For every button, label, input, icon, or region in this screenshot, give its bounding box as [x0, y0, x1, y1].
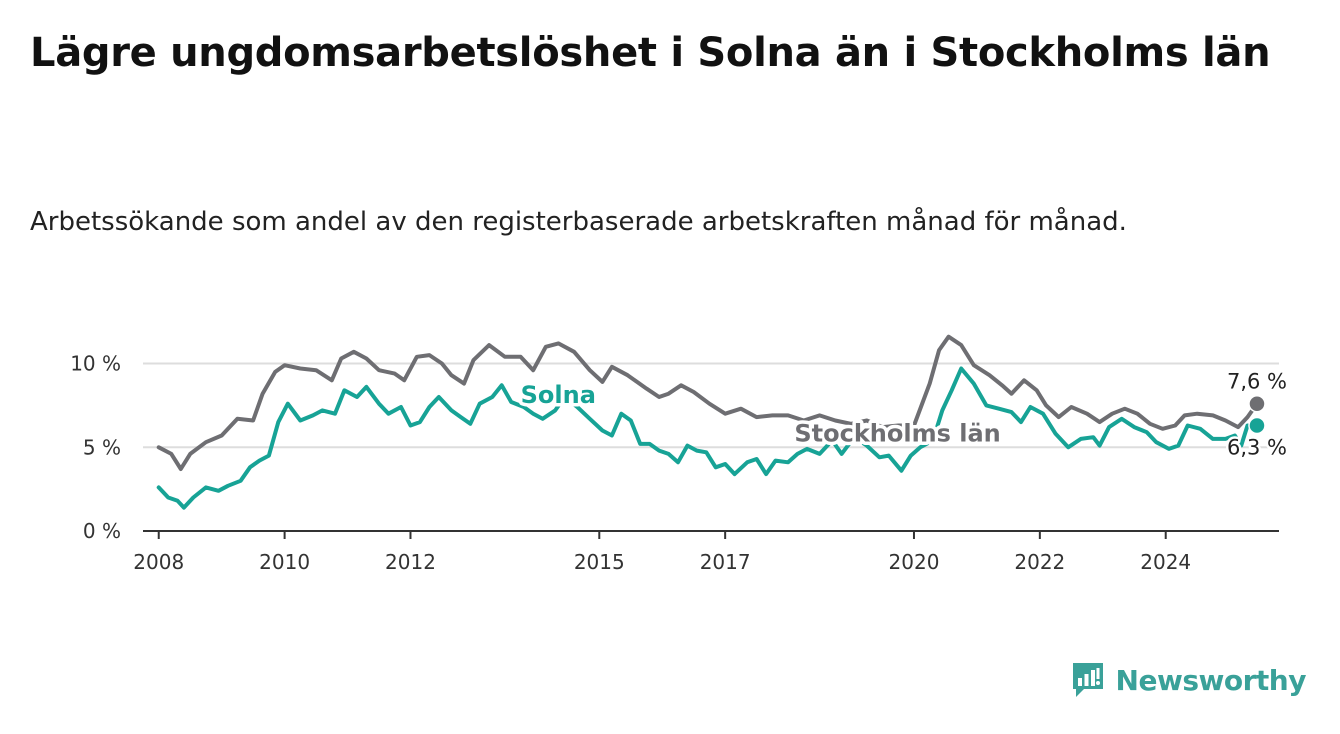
series-end-markers: 7,6 % 6,3 % — [1224, 367, 1289, 462]
end-value-label-solna: 6,3 % — [1227, 435, 1287, 459]
y-tick-label: 0 % — [83, 519, 121, 543]
series-label-solna: Solna — [521, 381, 596, 409]
x-tick-label: 2012 — [385, 550, 436, 574]
end-marker-solna — [1248, 416, 1266, 435]
x-tick-label: 2017 — [700, 550, 751, 574]
brand-logo: Newsworthy — [1070, 660, 1307, 700]
x-axis-labels: 2008 2010 2012 2015 2017 2020 2022 2024 — [133, 550, 1191, 574]
chart-subtitle: Arbetssökande som andel av den registerb… — [30, 207, 1127, 237]
line-chart: 0 %5 %10 % 2008 2010 2012 2015 2017 2020 2022 2… — [70, 334, 1289, 574]
gridlines — [143, 362, 1279, 449]
brand-name: Newsworthy — [1115, 663, 1307, 697]
x-tick-label: 2010 — [259, 550, 310, 574]
x-tick-label: 2022 — [1014, 550, 1065, 574]
series-lines — [156, 334, 1259, 510]
x-tick-label: 2008 — [133, 550, 184, 574]
series-label-stockholms-l-n: Stockholms län — [794, 419, 1000, 447]
end-value-label-stockholms-l-n: 7,6 % — [1227, 370, 1287, 394]
newsworthy-logo-icon — [1072, 663, 1103, 697]
end-marker-stockholms-l-n — [1248, 394, 1266, 413]
x-tick-label: 2015 — [574, 550, 625, 574]
y-tick-label: 10 % — [70, 352, 121, 376]
x-axis — [143, 530, 1279, 539]
x-tick-label: 2020 — [889, 550, 940, 574]
y-tick-label: 5 % — [83, 435, 121, 459]
series-labels: Stockholms län Solna — [517, 377, 1004, 451]
x-tick-label: 2024 — [1140, 550, 1191, 574]
y-axis-labels: 0 % 5 % 10 % — [70, 352, 121, 544]
series-line-stockholms-l-n — [156, 334, 1259, 471]
chart-title: Lägre ungdomsarbetslöshet i Solna än i S… — [30, 30, 1271, 76]
series-line-solna — [156, 366, 1259, 510]
